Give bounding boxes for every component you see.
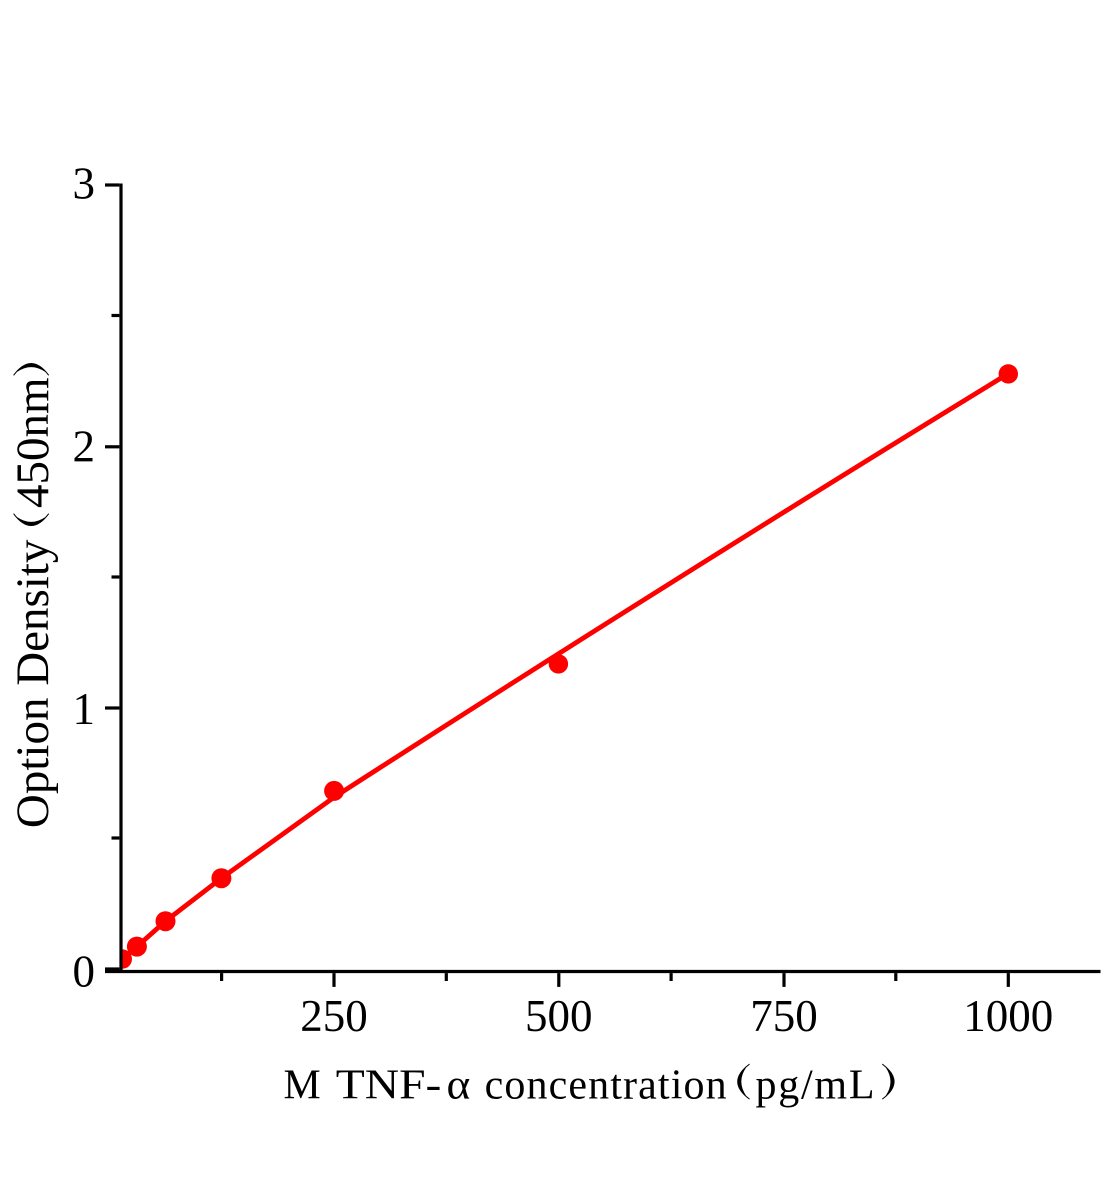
- svg-text:450nm: 450nm: [7, 377, 59, 508]
- svg-text:α: α: [447, 1063, 471, 1109]
- svg-text:1000: 1000: [963, 991, 1053, 1041]
- svg-text:1: 1: [73, 684, 96, 734]
- svg-text:concentration: concentration: [485, 1063, 727, 1109]
- svg-text:2: 2: [73, 422, 96, 472]
- svg-text:Option Density: Option Density: [7, 539, 59, 828]
- svg-text:750: 750: [750, 991, 818, 1041]
- svg-text:250: 250: [300, 991, 368, 1041]
- svg-text:M: M: [284, 1063, 321, 1109]
- svg-text:TNF-: TNF-: [336, 1063, 442, 1109]
- svg-text:3: 3: [73, 159, 96, 209]
- svg-text:500: 500: [525, 991, 593, 1041]
- svg-text:0: 0: [73, 946, 96, 996]
- svg-text:pg/mL: pg/mL: [756, 1063, 875, 1109]
